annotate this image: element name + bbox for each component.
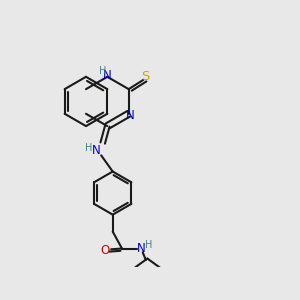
Text: H: H xyxy=(85,143,92,153)
Text: H: H xyxy=(99,66,106,76)
Text: N: N xyxy=(126,109,135,122)
Text: S: S xyxy=(141,70,150,83)
Text: N: N xyxy=(137,242,146,255)
Text: H: H xyxy=(145,240,153,250)
Text: N: N xyxy=(92,144,101,157)
Text: N: N xyxy=(103,69,112,82)
Text: O: O xyxy=(100,244,109,256)
